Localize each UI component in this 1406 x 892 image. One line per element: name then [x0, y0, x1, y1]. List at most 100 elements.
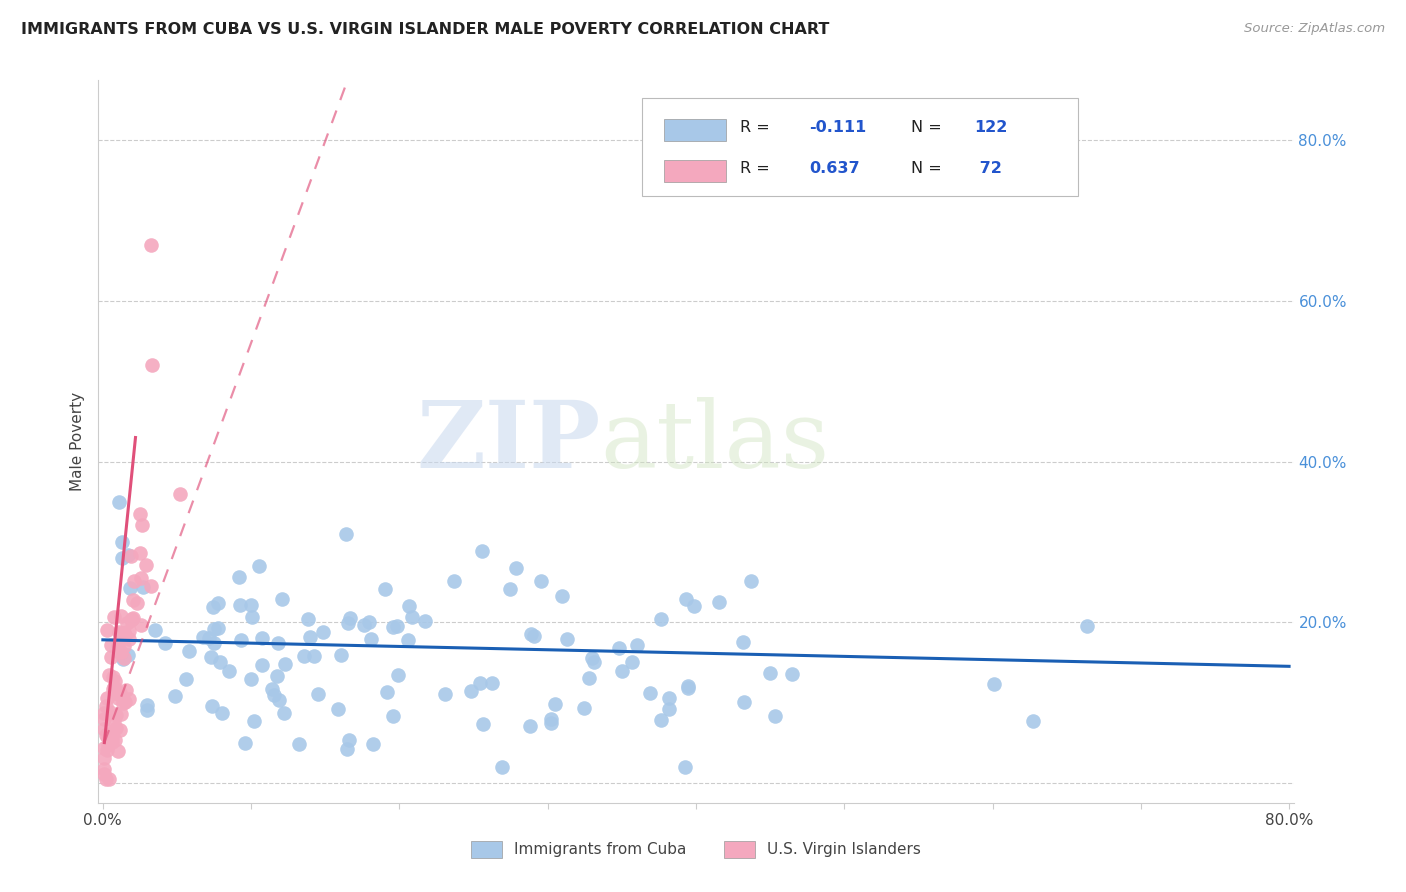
Point — [374, 582, 396, 596]
Point — [131, 517, 153, 532]
Text: IMMIGRANTS FROM CUBA VS U.S. VIRGIN ISLANDER MALE POVERTY CORRELATION CHART: IMMIGRANTS FROM CUBA VS U.S. VIRGIN ISLA… — [21, 22, 830, 37]
Point — [114, 695, 136, 709]
Point — [471, 544, 494, 558]
Point — [555, 632, 578, 646]
Point — [101, 670, 124, 684]
Point — [252, 631, 274, 645]
Point — [329, 648, 352, 662]
Point — [658, 690, 681, 705]
Point — [240, 610, 263, 624]
Point — [103, 610, 125, 624]
Point — [740, 574, 762, 588]
Point — [398, 599, 420, 613]
Text: 0.637: 0.637 — [810, 161, 860, 176]
Point — [117, 648, 139, 663]
Point — [115, 615, 138, 630]
Point — [132, 580, 155, 594]
Point — [94, 699, 117, 714]
Point — [93, 723, 115, 737]
Point — [110, 723, 132, 737]
Point — [115, 683, 138, 698]
Bar — [664, 119, 725, 141]
Point — [201, 699, 224, 714]
Point — [780, 667, 803, 681]
Point — [759, 666, 782, 681]
Legend: Immigrants from Cuba, U.S. Virgin Islanders: Immigrants from Cuba, U.S. Virgin Island… — [465, 835, 927, 863]
Point — [382, 619, 405, 633]
Point — [520, 627, 543, 641]
Point — [101, 681, 124, 696]
Point — [396, 633, 419, 648]
Point — [522, 629, 544, 643]
Point — [135, 703, 157, 717]
Point — [110, 707, 132, 722]
Point — [98, 706, 121, 720]
Point — [97, 731, 120, 745]
Point — [202, 599, 225, 614]
Point — [165, 689, 187, 703]
Point — [260, 682, 283, 697]
Text: atlas: atlas — [600, 397, 830, 486]
Text: Source: ZipAtlas.com: Source: ZipAtlas.com — [1244, 22, 1385, 36]
Point — [97, 737, 120, 751]
Point — [169, 487, 191, 501]
Point — [361, 737, 384, 751]
Point — [96, 743, 118, 757]
Text: N =: N = — [911, 120, 948, 135]
Point — [581, 651, 603, 665]
Bar — [664, 160, 725, 182]
Text: -0.111: -0.111 — [810, 120, 866, 135]
Point — [339, 611, 361, 625]
Point — [93, 767, 115, 781]
Point — [93, 712, 115, 726]
Point — [382, 709, 405, 723]
Point — [104, 708, 127, 723]
Point — [540, 715, 562, 730]
Point — [328, 702, 350, 716]
Point — [141, 358, 163, 372]
Point — [117, 691, 139, 706]
Point — [413, 615, 436, 629]
Point — [120, 614, 142, 628]
Point — [519, 719, 541, 733]
Point — [111, 648, 134, 663]
Point — [174, 672, 197, 686]
Point — [298, 630, 321, 644]
Point — [197, 632, 219, 646]
Point — [468, 676, 491, 690]
Point — [731, 635, 754, 649]
Point — [112, 651, 135, 665]
Text: 72: 72 — [974, 161, 1002, 176]
Point — [499, 582, 522, 597]
Point — [104, 721, 127, 735]
Point — [252, 657, 274, 672]
Point — [110, 626, 132, 640]
Point — [1022, 714, 1045, 728]
Point — [122, 574, 145, 589]
Point — [117, 549, 139, 563]
Point — [433, 687, 456, 701]
Point — [240, 672, 263, 686]
Point — [572, 701, 595, 715]
Point — [117, 632, 139, 647]
Point — [120, 581, 142, 595]
Point — [491, 760, 513, 774]
Point — [530, 574, 553, 588]
Point — [104, 733, 127, 747]
Point — [111, 696, 134, 710]
Point — [121, 612, 143, 626]
Point — [336, 742, 359, 756]
Point — [709, 595, 731, 609]
Point — [120, 549, 142, 564]
Point — [204, 635, 226, 649]
Point — [763, 708, 786, 723]
Text: R =: R = — [740, 120, 775, 135]
Point — [620, 655, 643, 669]
Point — [733, 695, 755, 709]
FancyBboxPatch shape — [643, 98, 1078, 196]
Point — [360, 632, 382, 646]
Point — [375, 685, 398, 699]
Point — [211, 706, 233, 720]
Point — [96, 624, 118, 638]
Point — [122, 592, 145, 607]
